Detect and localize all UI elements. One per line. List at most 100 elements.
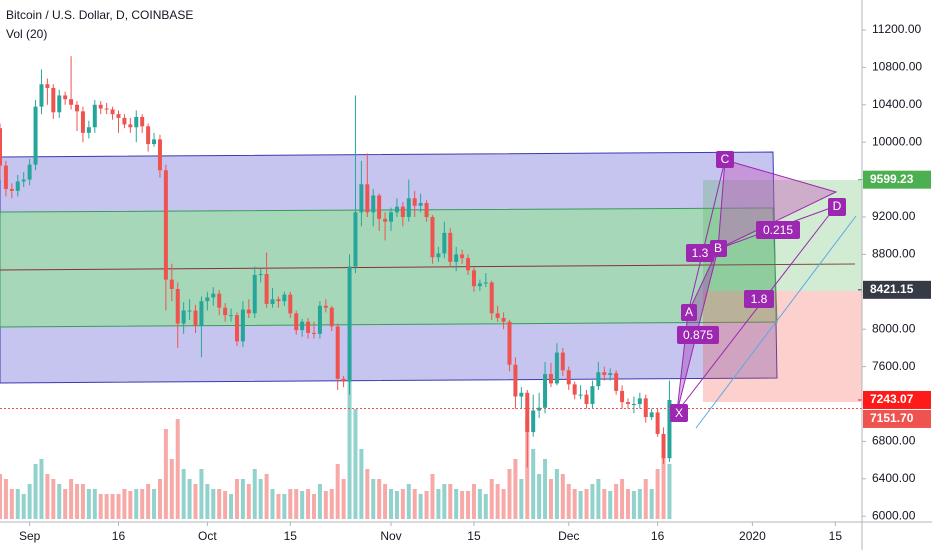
pattern-ratio: 1.3	[692, 246, 709, 260]
candle-body	[317, 305, 322, 334]
candle-body	[353, 212, 358, 267]
candle-body	[300, 321, 305, 331]
time-axis	[0, 522, 862, 550]
candle-body	[3, 165, 8, 189]
candle-body	[329, 307, 334, 327]
volume-bar	[223, 491, 228, 519]
volume-bar	[418, 494, 423, 519]
candle-body	[566, 370, 571, 385]
candle-body	[146, 126, 151, 145]
stop-zone	[703, 291, 862, 402]
y-tick-label: 10800.00	[872, 60, 922, 74]
volume-bar	[466, 491, 471, 519]
candle-body	[0, 128, 2, 166]
volume-bar	[152, 489, 157, 519]
candle-body	[288, 294, 293, 314]
candle-body	[229, 315, 234, 317]
candle-body	[495, 313, 500, 318]
price-tag	[863, 409, 931, 428]
volume-bar	[240, 479, 245, 519]
volume-bar	[116, 494, 121, 519]
pattern-point: X	[675, 406, 683, 420]
chart-subtitle: Vol (20)	[6, 27, 47, 41]
volume-bar	[430, 474, 435, 519]
candle-body	[15, 181, 20, 191]
volume-bar	[27, 484, 32, 519]
volume-bar	[300, 491, 305, 519]
x-tick-label: 2020	[739, 529, 766, 543]
volume-bar	[424, 491, 429, 519]
candle-body	[483, 282, 488, 284]
candle-body	[163, 170, 168, 280]
pattern-point: C	[721, 152, 730, 166]
candle-body	[637, 398, 642, 404]
volume-bar	[625, 489, 630, 519]
candle-body	[140, 116, 145, 127]
volume-bar	[288, 489, 293, 519]
candle-body	[631, 403, 636, 405]
candle-body	[323, 305, 328, 308]
pattern-line	[676, 205, 837, 413]
candle-body	[578, 394, 583, 396]
volume-bar	[140, 489, 145, 519]
volume-bar	[483, 494, 488, 519]
volume-bar	[122, 489, 127, 519]
price-tag-label: 9599.23	[870, 172, 914, 186]
candle-body	[537, 407, 542, 411]
volume-bar	[163, 429, 168, 519]
candle-body	[584, 394, 589, 404]
volume-bar	[51, 479, 56, 519]
candle-body	[377, 195, 382, 219]
candle-body	[341, 378, 346, 382]
volume-bar	[282, 494, 287, 519]
candle-body	[543, 374, 548, 408]
volume-bar	[394, 491, 399, 519]
volume-bar	[341, 479, 346, 519]
y-tick-label: 7600.00	[872, 359, 916, 373]
volume-bar	[335, 464, 340, 519]
volume-bar	[69, 479, 74, 519]
candle-body	[507, 321, 512, 365]
candle-body	[86, 127, 91, 133]
pattern-ratio: 0.875	[683, 328, 713, 342]
volume-bar	[602, 489, 607, 519]
candle-body	[80, 111, 85, 133]
candle-body	[276, 299, 281, 302]
candle-body	[27, 164, 32, 180]
volume-bar	[92, 489, 97, 519]
candle-body	[442, 232, 447, 254]
candle-body	[389, 212, 394, 222]
volume-bar	[525, 419, 530, 519]
candle-body	[252, 274, 257, 314]
y-tick-label: 10400.00	[872, 97, 922, 111]
price-tag	[863, 170, 931, 189]
volume-bar	[489, 479, 494, 519]
volume-bar	[15, 489, 20, 519]
candle-body	[187, 310, 192, 312]
candle-body	[311, 332, 316, 334]
volume-bar	[406, 484, 411, 519]
volume-bar	[554, 469, 559, 519]
x-tick-label: 16	[112, 529, 126, 543]
x-tick-label: 15	[467, 529, 481, 543]
pattern-labels: X A B C D 0.875 1.3 0.215 1.8	[670, 151, 846, 422]
candle-body	[21, 179, 26, 182]
candle-body	[294, 313, 299, 331]
candle-body	[590, 386, 595, 404]
label-box	[670, 404, 688, 422]
pattern-point: B	[714, 241, 722, 255]
candle-body	[104, 108, 109, 110]
volume-bar	[460, 491, 465, 519]
volume-bar	[193, 484, 198, 519]
candle-body	[98, 104, 103, 109]
candle-body	[572, 384, 577, 395]
volume-bar	[614, 484, 619, 519]
volume-bar	[181, 469, 186, 519]
candle-body	[424, 202, 429, 217]
volume-bar	[471, 484, 476, 519]
candle-body	[9, 188, 14, 191]
volume-bar	[371, 479, 376, 519]
candle-body	[525, 392, 530, 433]
candle-body	[655, 412, 660, 434]
candle-body	[448, 232, 453, 262]
